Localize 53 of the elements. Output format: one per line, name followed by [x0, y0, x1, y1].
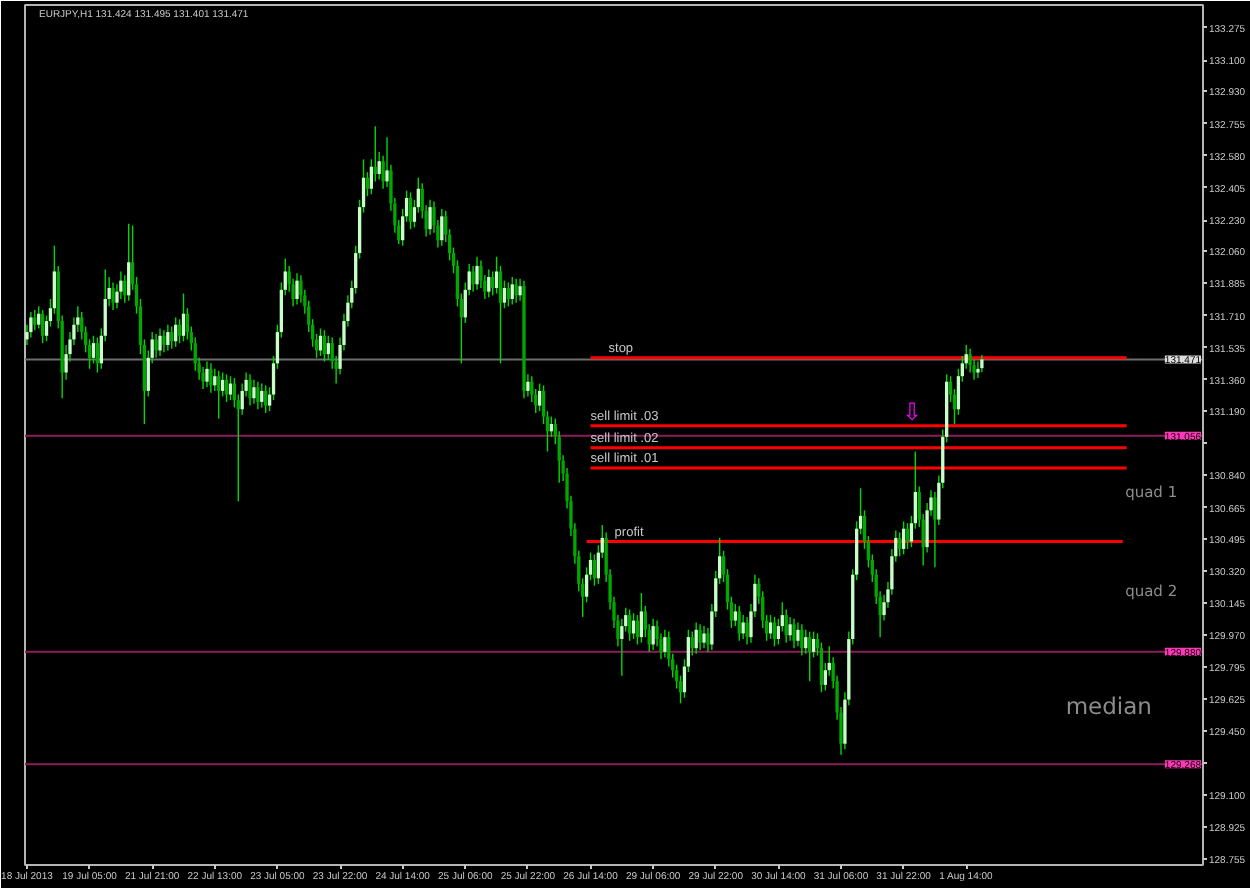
candlestick	[651, 618, 655, 651]
candlestick	[111, 281, 115, 311]
candlestick	[408, 191, 413, 230]
candlestick	[217, 369, 221, 420]
candlestick	[201, 366, 205, 390]
candlestick	[29, 311, 33, 339]
candlestick	[796, 621, 800, 648]
candlestick	[905, 522, 910, 550]
candlestick	[40, 309, 45, 344]
candlestick	[772, 616, 777, 648]
candlestick	[264, 384, 268, 414]
candlestick	[698, 623, 702, 651]
candlestick	[295, 272, 299, 306]
candlestick	[95, 336, 100, 374]
candlestick	[154, 333, 158, 359]
candlestick	[471, 265, 475, 293]
candlestick	[819, 641, 824, 693]
candlestick	[737, 605, 741, 642]
candlestick	[968, 347, 972, 374]
candlestick	[158, 327, 162, 357]
candlestick	[901, 520, 906, 556]
candlestick	[127, 222, 131, 302]
candlestick	[256, 381, 260, 410]
candlestick	[162, 329, 166, 354]
candlestick	[428, 199, 432, 236]
candlestick	[808, 630, 812, 682]
candlestick	[788, 616, 792, 642]
candlestick	[663, 629, 667, 659]
candlestick	[510, 276, 514, 306]
candlestick	[639, 592, 644, 644]
candlestick	[205, 360, 209, 388]
candlestick	[800, 623, 804, 657]
candlestick	[741, 614, 745, 640]
candlestick	[475, 256, 479, 291]
candlestick	[487, 268, 491, 298]
candlestick	[181, 292, 186, 342]
candlestick	[209, 362, 213, 394]
candlestick	[784, 608, 788, 644]
candlestick	[33, 309, 37, 331]
annotation: median	[1065, 691, 1152, 720]
candlestick	[252, 379, 256, 405]
candlestick	[248, 373, 252, 407]
candlestick	[91, 335, 96, 365]
candlestick	[792, 618, 796, 649]
candlestick	[440, 208, 444, 247]
candlestick	[166, 324, 170, 352]
candlestick	[976, 360, 980, 379]
annotation: ⇩	[901, 397, 923, 426]
candlestick	[702, 625, 706, 649]
candlestick	[224, 373, 229, 403]
candlestick	[498, 265, 503, 365]
candlestick	[514, 278, 518, 304]
candlestick	[119, 270, 123, 300]
